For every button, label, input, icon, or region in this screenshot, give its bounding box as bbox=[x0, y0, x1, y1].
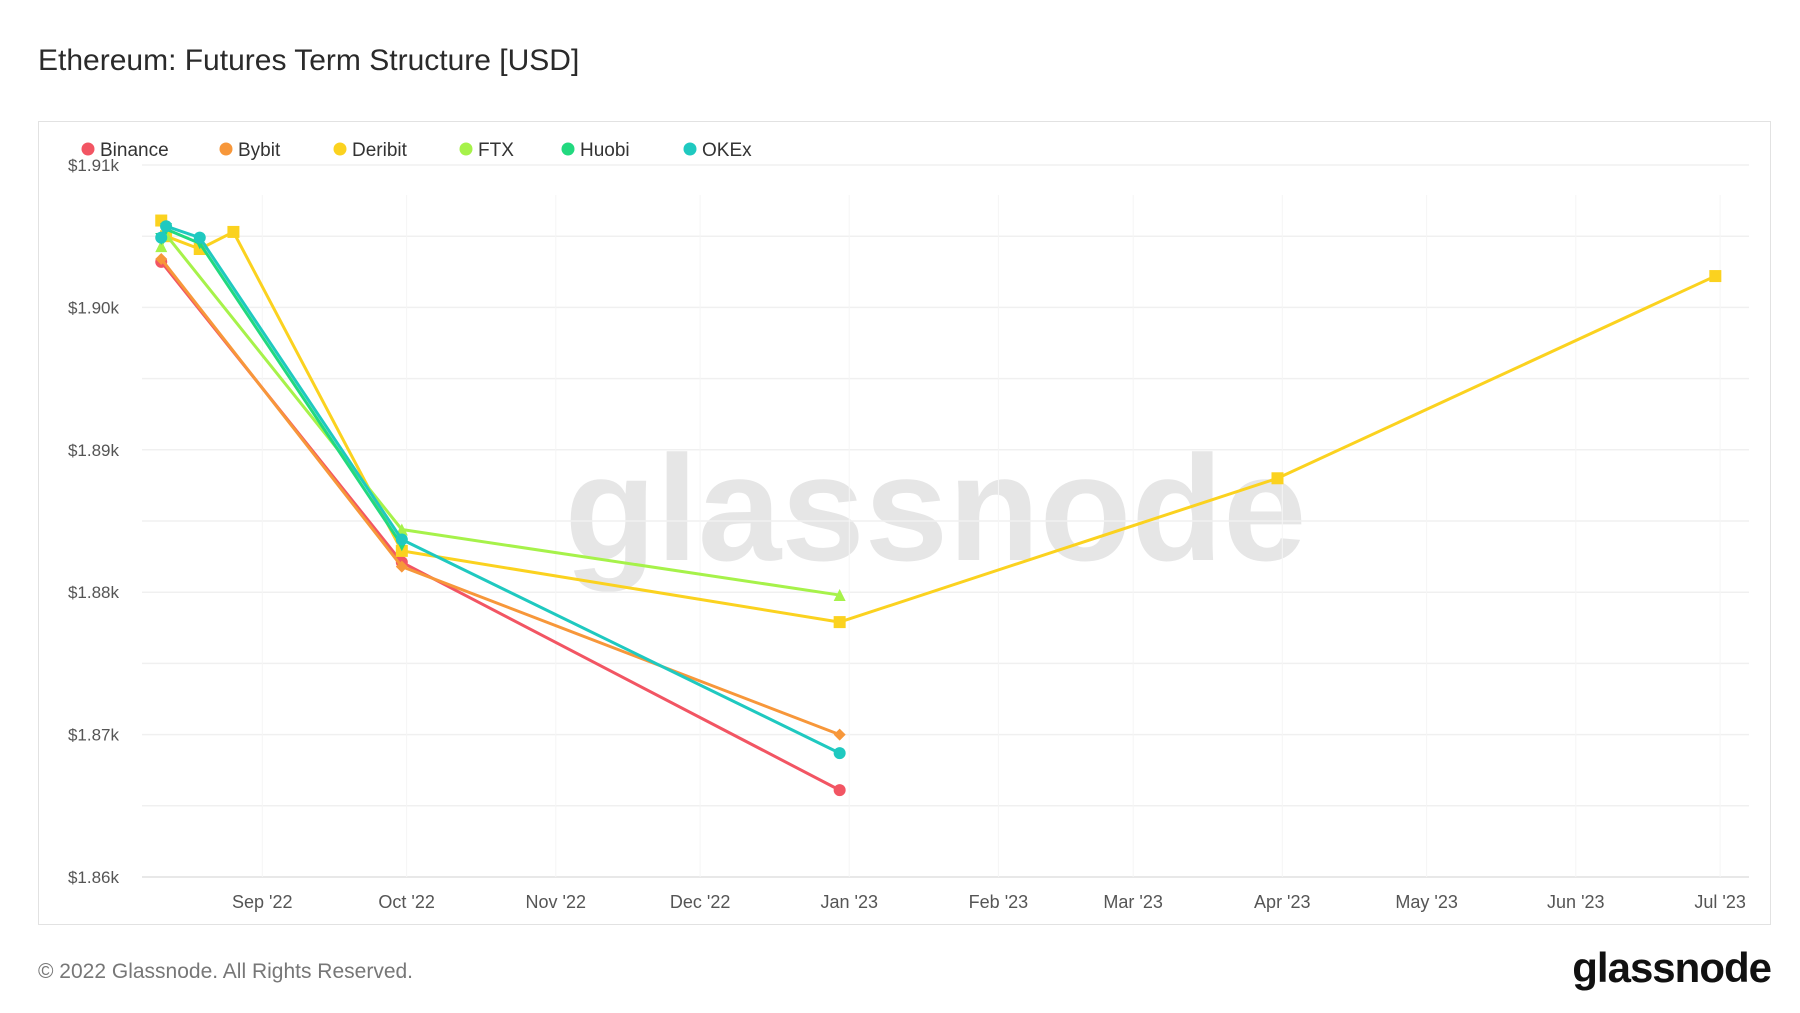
legend-dot-icon bbox=[459, 142, 473, 156]
data-point bbox=[155, 240, 168, 253]
x-tick-label: Sep '22 bbox=[232, 892, 293, 912]
x-tick-label: Jan '23 bbox=[821, 892, 878, 912]
data-point bbox=[833, 616, 846, 629]
y-tick-label: $1.91k bbox=[68, 156, 120, 175]
y-tick-label: $1.89k bbox=[68, 441, 120, 460]
data-point bbox=[1271, 472, 1284, 485]
x-tick-label: Feb '23 bbox=[969, 892, 1028, 912]
y-tick-label: $1.87k bbox=[68, 726, 120, 745]
glassnode-logo: glassnode bbox=[1572, 944, 1772, 991]
series-huobi bbox=[155, 223, 408, 552]
y-tick-label: $1.86k bbox=[68, 868, 120, 887]
chart-frame bbox=[38, 121, 1771, 925]
legend-item-ftx[interactable]: FTX bbox=[459, 140, 515, 161]
legend-dot-icon bbox=[333, 142, 347, 156]
legend-label: Binance bbox=[100, 140, 169, 161]
series-okex bbox=[155, 220, 846, 760]
legend-dot-icon bbox=[219, 142, 233, 156]
x-tick-label: Dec '22 bbox=[670, 892, 730, 912]
x-tick-label: Oct '22 bbox=[378, 892, 434, 912]
legend-label: Deribit bbox=[352, 140, 408, 161]
data-point bbox=[155, 252, 168, 265]
legend-dot-icon bbox=[561, 142, 575, 156]
data-point bbox=[160, 220, 173, 233]
x-tick-label: Nov '22 bbox=[526, 892, 586, 912]
legend-label: OKEx bbox=[702, 140, 752, 161]
legend-item-binance[interactable]: Binance bbox=[81, 140, 169, 161]
data-point bbox=[227, 225, 240, 238]
data-point bbox=[833, 747, 846, 760]
legend-item-bybit[interactable]: Bybit bbox=[219, 140, 281, 161]
x-tick-label: May '23 bbox=[1395, 892, 1457, 912]
x-tick-label: Mar '23 bbox=[1103, 892, 1162, 912]
data-point bbox=[395, 533, 408, 546]
copyright: © 2022 Glassnode. All Rights Reserved. bbox=[38, 960, 414, 983]
data-point bbox=[1709, 270, 1722, 283]
legend-label: Huobi bbox=[580, 140, 630, 161]
data-point bbox=[395, 560, 408, 573]
y-tick-label: $1.88k bbox=[68, 583, 120, 602]
legend-item-okex[interactable]: OKEx bbox=[683, 140, 753, 161]
x-tick-label: Jul '23 bbox=[1694, 892, 1745, 912]
legend-dot-icon bbox=[683, 142, 697, 156]
x-tick-label: Apr '23 bbox=[1254, 892, 1310, 912]
series-line bbox=[159, 227, 404, 547]
legend-item-deribit[interactable]: Deribit bbox=[333, 140, 408, 161]
data-point bbox=[833, 728, 846, 741]
legend-label: FTX bbox=[478, 140, 514, 161]
data-point bbox=[193, 231, 206, 244]
chart-title: Ethereum: Futures Term Structure [USD] bbox=[38, 44, 580, 77]
y-tick-label: $1.90k bbox=[68, 298, 120, 317]
legend-label: Bybit bbox=[238, 140, 281, 161]
series-bybit bbox=[155, 252, 846, 741]
data-point bbox=[833, 589, 846, 602]
data-point bbox=[833, 784, 846, 797]
legend-item-huobi[interactable]: Huobi bbox=[561, 140, 630, 161]
data-point bbox=[155, 231, 168, 244]
x-tick-label: Jun '23 bbox=[1547, 892, 1604, 912]
legend-dot-icon bbox=[81, 142, 95, 156]
